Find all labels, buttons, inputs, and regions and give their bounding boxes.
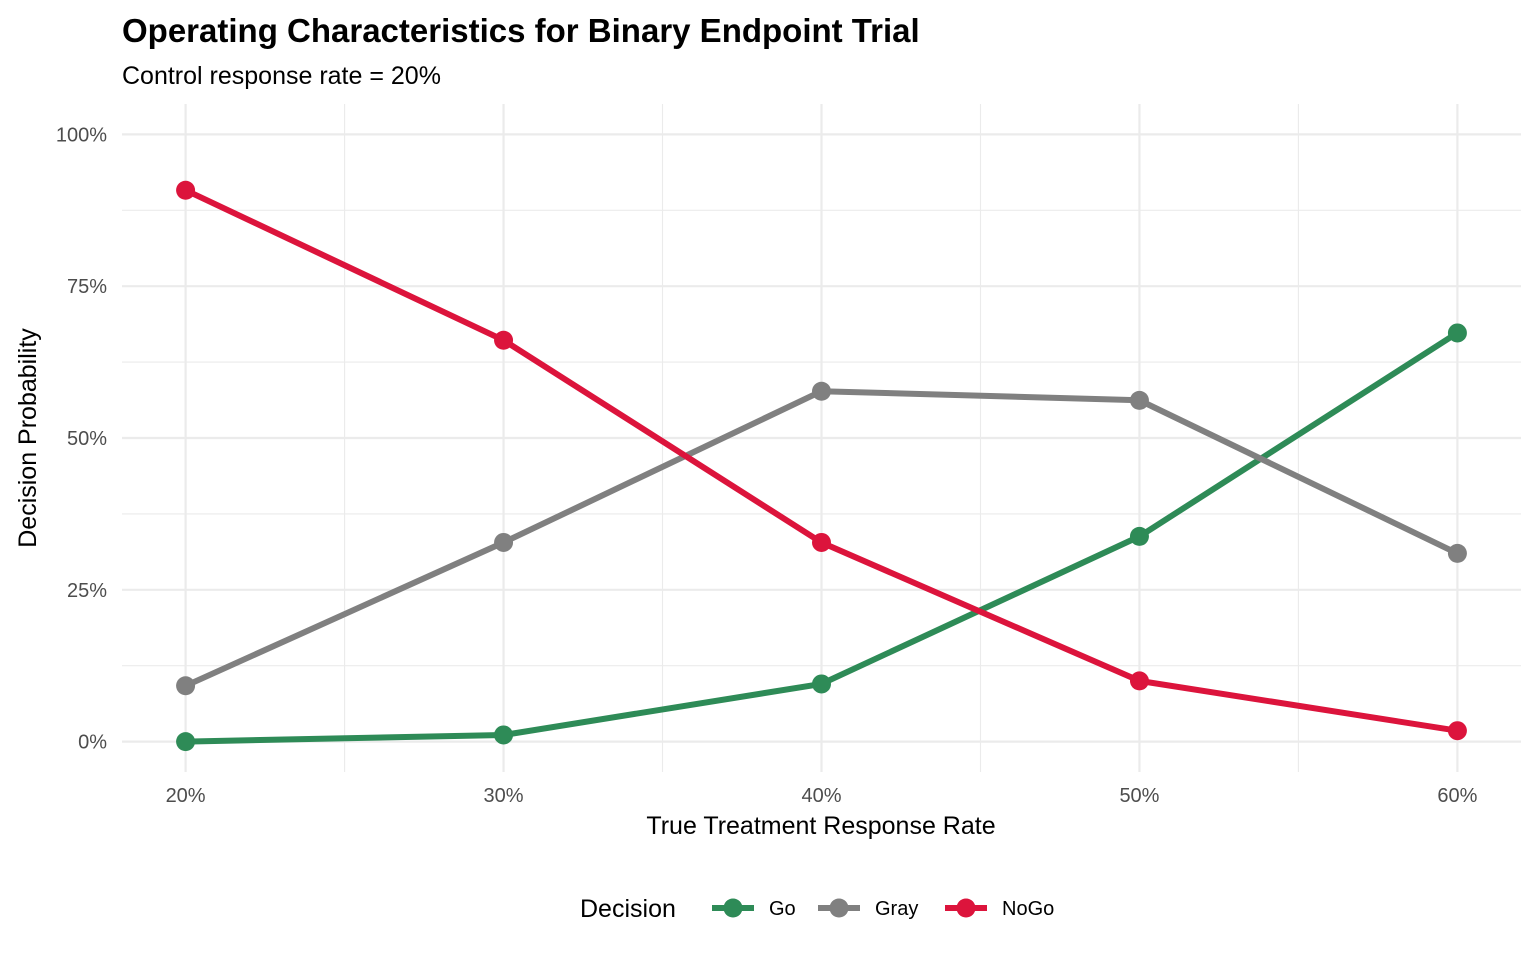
legend-label: Gray <box>875 898 918 920</box>
x-tick-label: 40% <box>801 785 841 807</box>
legend-title: Decision <box>580 895 676 923</box>
y-tick-label: 100% <box>56 124 107 146</box>
data-point-gray <box>176 676 196 696</box>
legend-key-point <box>956 898 976 918</box>
data-point-gray <box>1129 390 1149 410</box>
grid <box>122 104 1521 772</box>
data-point-nogo <box>494 330 514 350</box>
series-go <box>176 323 1467 752</box>
y-tick-label: 0% <box>78 732 107 754</box>
x-axis-title: True Treatment Response Rate <box>646 812 995 840</box>
legend-key-point <box>723 898 743 918</box>
series-gray <box>176 381 1467 696</box>
legend-label: Go <box>769 898 796 920</box>
x-axis-tick-labels: 20% 30% 40% 50% 60% <box>166 785 1478 807</box>
y-tick-label: 75% <box>67 276 107 298</box>
data-point-go <box>494 725 514 745</box>
series-layer <box>176 180 1467 752</box>
data-point-nogo <box>812 532 831 552</box>
data-point-go <box>1129 526 1149 546</box>
y-axis-tick-labels: 0% 25% 50% 75% 100% <box>56 124 107 753</box>
legend: Decision Go Gray NoGo <box>580 895 1054 923</box>
x-tick-label: 50% <box>1119 785 1159 807</box>
chart-subtitle: Control response rate = 20% <box>122 62 441 90</box>
legend-key-point <box>829 898 849 918</box>
data-point-gray <box>1447 543 1467 563</box>
data-point-gray <box>812 381 831 401</box>
x-tick-label: 20% <box>166 785 206 807</box>
data-point-go <box>812 674 831 694</box>
y-axis-title: Decision Probability <box>14 328 42 548</box>
y-tick-label: 25% <box>67 580 107 602</box>
chart-title: Operating Characteristics for Binary End… <box>122 12 920 49</box>
x-tick-label: 30% <box>484 785 524 807</box>
data-point-go <box>176 732 196 752</box>
y-tick-label: 50% <box>67 428 107 450</box>
data-point-gray <box>494 532 514 552</box>
data-point-nogo <box>1129 671 1149 691</box>
data-point-go <box>1447 323 1467 343</box>
x-tick-label: 60% <box>1437 785 1477 807</box>
series-nogo <box>176 180 1467 741</box>
data-point-nogo <box>1447 721 1467 741</box>
data-point-nogo <box>176 180 196 200</box>
legend-item-gray: Gray <box>818 898 918 920</box>
legend-item-go: Go <box>712 898 796 920</box>
legend-item-nogo: NoGo <box>945 898 1054 920</box>
legend-label: NoGo <box>1002 898 1054 920</box>
